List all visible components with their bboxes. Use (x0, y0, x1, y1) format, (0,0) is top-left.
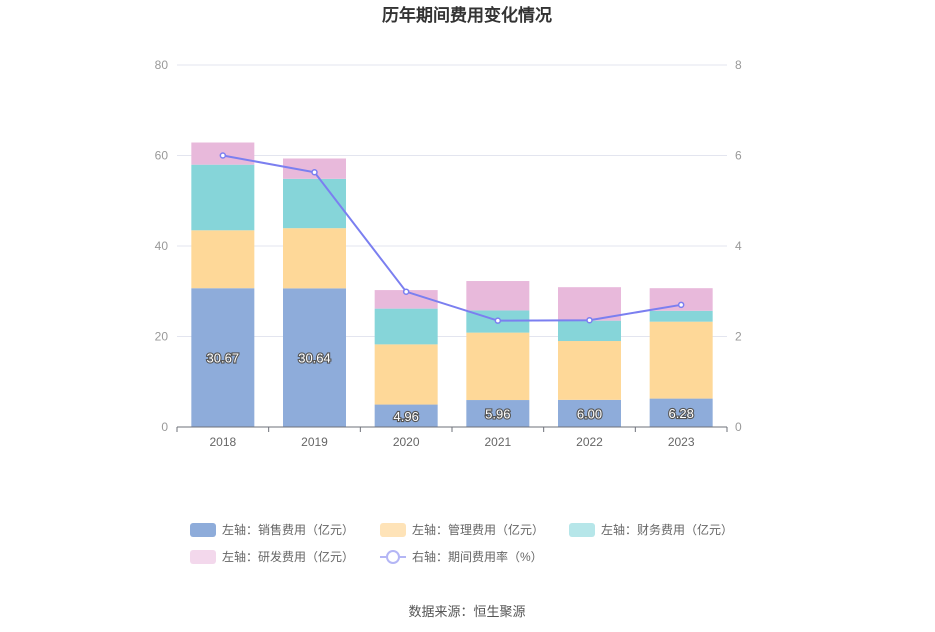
bar-segment (466, 281, 530, 311)
bar-value-label: 4.96 (394, 409, 419, 424)
legend-label: 左轴：销售费用（亿元） (222, 522, 354, 537)
x-tick-label: 2021 (484, 435, 511, 449)
bar-segment (558, 287, 621, 321)
legend-swatch (569, 523, 595, 537)
bar-segment (374, 308, 438, 345)
rate-point (311, 168, 318, 176)
bar-segment (191, 164, 255, 231)
bar-segment (466, 400, 530, 427)
x-tick-label: 2018 (209, 435, 236, 449)
bar-segment (374, 290, 438, 309)
left-tick-label: 40 (155, 239, 169, 253)
bar-segment (649, 398, 713, 427)
right-tick-label: 2 (735, 330, 742, 344)
bar-segment (374, 344, 438, 405)
x-axis: 2018 2019 2020 2021 2022 2023 (176, 426, 728, 449)
rate-point (677, 301, 685, 309)
legend-line-marker (386, 550, 400, 564)
bar-value-label: 30.67 (207, 351, 240, 366)
chart-title: 历年期间费用变化情况 (382, 5, 552, 25)
rate-line (222, 154, 682, 322)
right-tick-label: 0 (735, 420, 742, 434)
legend-label: 左轴：管理费用（亿元） (412, 522, 544, 537)
bar-segment (191, 230, 255, 289)
gridlines (177, 64, 727, 337)
legend-swatch (380, 523, 406, 537)
rate-line-group (219, 152, 685, 324)
bar-segment (558, 341, 621, 400)
right-tick-label: 6 (735, 149, 742, 163)
rate-point (586, 316, 593, 324)
bar-segment (649, 321, 713, 399)
bar-segment (466, 332, 530, 401)
legend-label: 左轴：研发费用（亿元） (222, 549, 354, 564)
bar-value-label: 6.28 (669, 406, 694, 421)
bar-segment (283, 158, 346, 179)
left-tick-label: 20 (155, 330, 169, 344)
bar-group: 30.67 30.64 4.96 5.96 6.00 6.28 (191, 142, 713, 427)
x-tick-label: 2022 (576, 435, 603, 449)
right-tick-label: 8 (735, 58, 742, 72)
rate-point (219, 152, 227, 159)
x-tick-label: 2019 (301, 435, 328, 449)
right-axis: 0 2 4 6 8 (735, 58, 742, 434)
bar-segment (374, 404, 438, 427)
left-axis: 0 20 40 60 80 (155, 58, 169, 434)
bar-segment (283, 228, 346, 289)
left-tick-label: 0 (161, 420, 168, 434)
rate-point (494, 317, 502, 324)
left-tick-label: 60 (155, 149, 169, 163)
bar-segment (283, 178, 346, 229)
legend-label: 左轴：财务费用（亿元） (601, 522, 733, 537)
legend-label: 右轴：期间费用率（%） (412, 549, 543, 564)
bar-segment (649, 288, 713, 311)
legend-swatch (190, 523, 216, 537)
bar-segment (283, 288, 346, 427)
bar-segment (558, 320, 621, 342)
right-tick-label: 4 (735, 239, 742, 253)
bar-segment (191, 288, 255, 427)
bar-value-label: 5.96 (485, 407, 510, 422)
data-source: 数据来源：恒生聚源 (408, 604, 525, 619)
bar-segment (558, 399, 621, 427)
x-tick-label: 2023 (668, 435, 695, 449)
bar-segment (649, 310, 713, 322)
x-tick-label: 2020 (393, 435, 420, 449)
left-tick-label: 80 (155, 58, 169, 72)
legend-swatch (190, 550, 216, 564)
bar-value-label: 30.64 (298, 351, 331, 366)
bar-value-label: 6.00 (577, 406, 602, 421)
legend: 左轴：销售费用（亿元） 左轴：管理费用（亿元） 左轴：财务费用（亿元） 左轴：研发费用… (190, 522, 733, 564)
rate-point (402, 288, 410, 295)
